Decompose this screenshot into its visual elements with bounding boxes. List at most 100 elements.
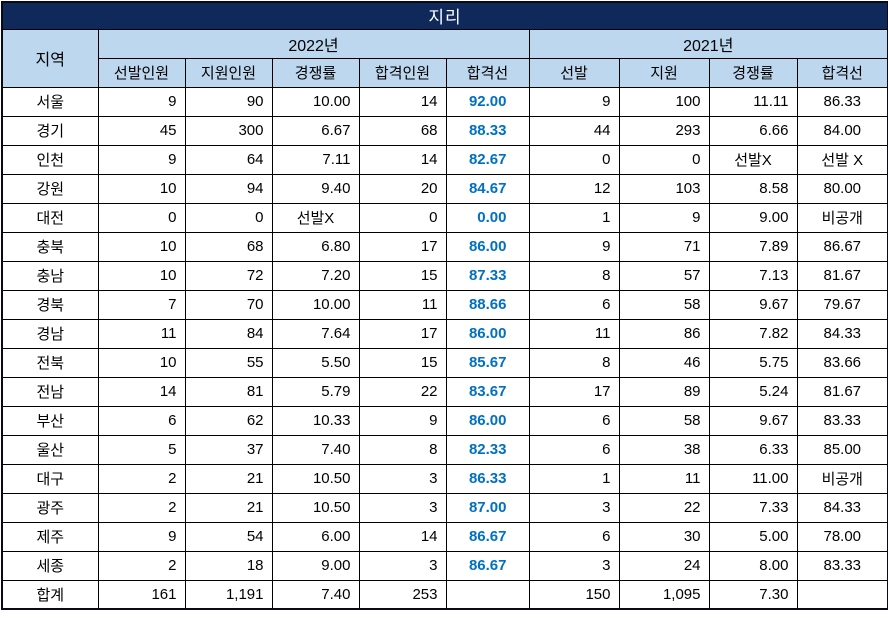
region-cell: 전북 (1, 347, 99, 378)
data-cell: 11 (528, 318, 620, 349)
geography-admissions-table: 지리 지역 2022년 2021년 선발인원 지원인원 경쟁률 합격인원 합격선… (1, 1, 888, 610)
data-cell: 6 (528, 289, 620, 320)
col-header-2021-applicants: 지원 (618, 57, 710, 88)
data-cell: 94 (184, 173, 273, 204)
data-cell: 8.00 (708, 550, 798, 581)
data-cell: 2 (97, 463, 186, 494)
data-cell: 84 (184, 318, 273, 349)
data-cell: 11 (358, 289, 447, 320)
data-cell: 7.30 (708, 579, 798, 610)
data-cell: 71 (618, 231, 710, 262)
data-cell: 3 (358, 550, 447, 581)
cutoff-cell: 86.00 (445, 405, 530, 436)
data-cell: 0 (358, 202, 447, 233)
data-cell: 7.82 (708, 318, 798, 349)
data-cell: 10.00 (271, 289, 360, 320)
data-cell: 0 (618, 144, 710, 175)
data-cell: 68 (358, 115, 447, 146)
data-cell: 22 (618, 492, 710, 523)
data-cell: 30 (618, 521, 710, 552)
cutoff-cell: 84.67 (445, 173, 530, 204)
data-cell: 6.66 (708, 115, 798, 146)
cutoff-cell (445, 579, 530, 610)
data-cell: 58 (618, 405, 710, 436)
data-cell: 2 (97, 492, 186, 523)
table-row: 광주 2 21 10.50 3 87.00 3 22 7.33 84.33 (1, 492, 888, 523)
data-cell: 11.00 (708, 463, 798, 494)
cutoff-cell: 79.67 (796, 289, 888, 320)
data-cell: 89 (618, 376, 710, 407)
data-cell: 6.33 (708, 434, 798, 465)
data-cell: 293 (618, 115, 710, 146)
table-row: 인천 9 64 7.11 14 82.67 0 0 선발X 선발 X (1, 144, 888, 175)
col-header-region: 지역 (1, 28, 99, 88)
cutoff-cell: 선발 X (796, 144, 888, 175)
cutoff-cell: 81.67 (796, 376, 888, 407)
region-cell: 제주 (1, 521, 99, 552)
region-cell: 대구 (1, 463, 99, 494)
data-cell: 9.40 (271, 173, 360, 204)
col-header-2022-cutoff: 합격선 (445, 57, 530, 88)
col-group-2022: 2022년 (97, 28, 530, 59)
data-cell: 81 (184, 376, 273, 407)
cutoff-cell: 84.33 (796, 492, 888, 523)
cutoff-cell: 92.00 (445, 86, 530, 117)
data-cell: 6 (528, 521, 620, 552)
data-cell: 161 (97, 579, 186, 610)
table-row: 제주 9 54 6.00 14 86.67 6 30 5.00 78.00 (1, 521, 888, 552)
data-cell: 58 (618, 289, 710, 320)
table-body: 서울 9 90 10.00 14 92.00 9 100 11.11 86.33 경기 45 300 6.… (1, 86, 888, 610)
data-cell: 8.58 (708, 173, 798, 204)
col-group-2021: 2021년 (528, 28, 888, 59)
cutoff-cell: 비공개 (796, 202, 888, 233)
data-cell: 68 (184, 231, 273, 262)
data-cell: 5.50 (271, 347, 360, 378)
data-cell: 10 (97, 347, 186, 378)
data-cell: 9 (97, 86, 186, 117)
table-row: 전남 14 81 5.79 22 83.67 17 89 5.24 81.67 (1, 376, 888, 407)
col-header-2022-passed: 합격인원 (358, 57, 447, 88)
data-cell: 54 (184, 521, 273, 552)
region-cell: 합계 (1, 579, 99, 610)
region-cell: 경북 (1, 289, 99, 320)
cutoff-cell: 85.00 (796, 434, 888, 465)
data-cell: 7.13 (708, 260, 798, 291)
data-cell: 6 (528, 434, 620, 465)
region-cell: 울산 (1, 434, 99, 465)
cutoff-cell: 비공개 (796, 463, 888, 494)
data-cell: 7.11 (271, 144, 360, 175)
data-cell: 7.89 (708, 231, 798, 262)
cutoff-cell: 83.66 (796, 347, 888, 378)
data-cell: 11.11 (708, 86, 798, 117)
cutoff-cell: 86.00 (445, 231, 530, 262)
table-row: 경북 7 70 10.00 11 88.66 6 58 9.67 79.67 (1, 289, 888, 320)
data-cell: 6 (528, 405, 620, 436)
data-cell: 1 (528, 202, 620, 233)
region-cell: 충남 (1, 260, 99, 291)
cutoff-cell: 86.67 (445, 521, 530, 552)
region-cell: 인천 (1, 144, 99, 175)
data-cell: 44 (528, 115, 620, 146)
data-cell: 17 (358, 231, 447, 262)
data-cell: 0 (97, 202, 186, 233)
region-cell: 전남 (1, 376, 99, 407)
data-cell: 11 (97, 318, 186, 349)
page-title: 지리 (1, 1, 888, 30)
data-cell: 57 (618, 260, 710, 291)
data-cell: 2 (97, 550, 186, 581)
data-cell: 14 (358, 144, 447, 175)
data-cell: 17 (528, 376, 620, 407)
cutoff-cell: 88.33 (445, 115, 530, 146)
table-row: 충남 10 72 7.20 15 87.33 8 57 7.13 81.67 (1, 260, 888, 291)
data-cell: 62 (184, 405, 273, 436)
data-cell: 9 (97, 144, 186, 175)
data-cell: 100 (618, 86, 710, 117)
data-cell: 9 (618, 202, 710, 233)
data-cell: 10 (97, 173, 186, 204)
data-cell: 9.00 (271, 550, 360, 581)
data-cell: 6.80 (271, 231, 360, 262)
cutoff-cell: 84.33 (796, 318, 888, 349)
data-cell: 0 (528, 144, 620, 175)
cutoff-cell: 86.00 (445, 318, 530, 349)
